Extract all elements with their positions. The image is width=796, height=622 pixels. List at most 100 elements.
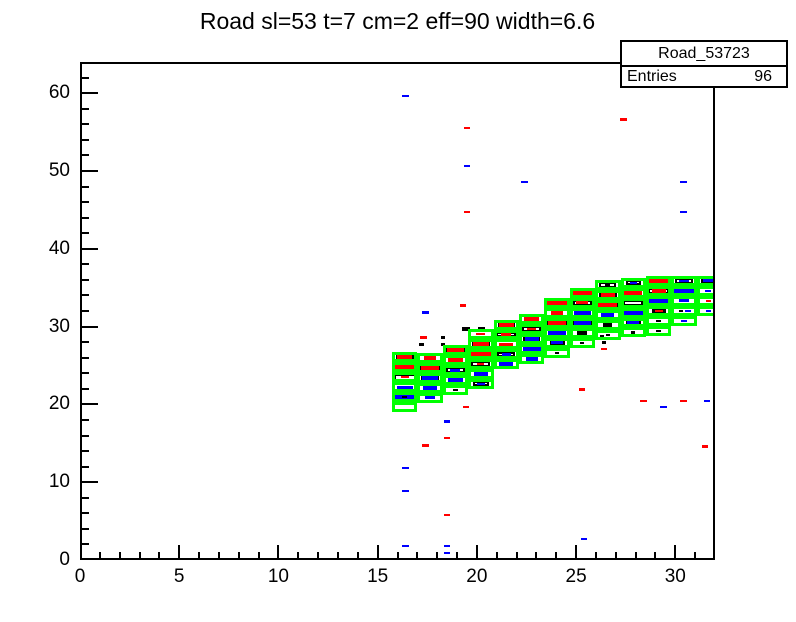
x-major-tick: [674, 545, 677, 560]
road-cell: [544, 297, 570, 308]
hit-box-red: [476, 332, 486, 336]
road-cell: [493, 329, 519, 340]
hit-box-blue: [423, 386, 437, 390]
x-minor-tick: [535, 552, 538, 560]
road-cell: [696, 305, 715, 316]
x-minor-tick: [714, 552, 715, 560]
noise-mark-red: [443, 436, 451, 440]
noise-mark-blue: [703, 400, 711, 403]
y-tick-label: 50: [48, 159, 70, 181]
hit-box-black: [554, 351, 560, 354]
x-major-tick: [575, 545, 578, 560]
x-minor-tick: [694, 552, 697, 560]
hit-box-red: [477, 362, 485, 365]
noise-mark-blue: [402, 466, 409, 470]
hit-box-blue: [450, 368, 461, 372]
x-minor-tick: [436, 552, 439, 560]
hit-box-blue: [476, 382, 485, 385]
hit-box-blue: [574, 320, 591, 325]
hit-box-red: [499, 342, 514, 347]
y-minor-tick: [80, 512, 89, 515]
road-cell: [620, 287, 646, 298]
y-minor-tick: [80, 527, 89, 530]
hit-box-blue: [448, 378, 463, 383]
hit-box-blue: [629, 281, 637, 284]
y-minor-tick: [80, 216, 89, 219]
road-cell: [442, 355, 469, 366]
x-minor-tick: [515, 552, 518, 560]
hit-box-blue: [501, 353, 511, 356]
road-cell: [468, 358, 494, 369]
road-cell: [569, 287, 596, 298]
hit-box-blue: [601, 313, 615, 317]
hit-box-red: [400, 376, 409, 379]
hit-box-blue: [525, 357, 538, 361]
y-minor-tick: [80, 341, 89, 344]
y-minor-tick: [80, 278, 89, 281]
hit-box-black: [580, 331, 585, 334]
hit-box-blue: [548, 330, 566, 336]
y-minor-tick: [80, 543, 89, 546]
road-cell: [620, 307, 646, 318]
road-cell: [468, 348, 494, 359]
x-minor-tick: [98, 552, 101, 560]
noise-mark-blue: [422, 311, 429, 314]
road-cell: [468, 378, 494, 389]
x-tick-label: 10: [267, 566, 290, 587]
x-minor-tick: [198, 552, 201, 560]
x-minor-tick: [634, 552, 637, 560]
road-cell: [620, 277, 646, 288]
noise-mark-blue: [402, 489, 409, 492]
hit-box-red: [705, 299, 711, 302]
noise-mark-red: [462, 405, 470, 408]
road-cell: [518, 343, 545, 354]
hit-box-blue: [422, 375, 438, 380]
road-cell: [645, 325, 672, 336]
y-minor-tick: [80, 62, 89, 63]
hit-box-red: [472, 341, 489, 347]
road-cell: [544, 307, 570, 318]
road-cell: [417, 372, 443, 383]
x-minor-tick: [297, 552, 300, 560]
noise-mark-red: [463, 210, 471, 214]
x-tick-label: 5: [173, 566, 185, 587]
x-major-tick: [277, 545, 280, 560]
road-cell: [569, 297, 596, 308]
hit-box-red: [550, 311, 564, 315]
road-cell: [645, 276, 672, 287]
y-major-tick: [80, 481, 98, 484]
noise-mark-blue: [580, 537, 588, 541]
road-cell: [518, 324, 545, 335]
hit-box-blue: [623, 309, 643, 316]
x-minor-tick: [594, 552, 597, 560]
noise-mark-red: [443, 513, 451, 517]
road-cell: [391, 372, 418, 383]
road-cell: [595, 329, 621, 340]
x-major-tick: [376, 545, 379, 560]
noise-mark-red: [463, 126, 471, 130]
y-minor-tick: [80, 496, 89, 499]
y-major-tick: [80, 92, 98, 95]
x-minor-tick: [614, 552, 617, 560]
hit-box-red: [448, 358, 463, 363]
x-minor-tick: [416, 552, 419, 560]
hit-box-blue: [551, 341, 563, 345]
road-cell: [544, 337, 570, 348]
x-tick-label: 30: [664, 566, 686, 587]
x-tick-label: 0: [74, 566, 86, 587]
hit-box-red: [501, 333, 512, 336]
y-tick-label: 60: [48, 82, 70, 104]
stats-entries-label: Entries: [627, 67, 677, 85]
road-cell: [493, 339, 519, 350]
road-cell: [569, 327, 596, 338]
y-major-tick: [80, 559, 98, 560]
hit-box-black: [605, 323, 610, 326]
y-minor-tick: [80, 310, 89, 312]
hit-box-red: [498, 322, 514, 327]
stats-box: Road_53723 Entries 96: [620, 40, 788, 88]
hit-box-red: [524, 316, 540, 322]
noise-mark-blue: [443, 420, 451, 423]
road-cell: [569, 307, 596, 318]
road-cell: [569, 317, 596, 328]
hit-box-blue: [524, 337, 539, 341]
